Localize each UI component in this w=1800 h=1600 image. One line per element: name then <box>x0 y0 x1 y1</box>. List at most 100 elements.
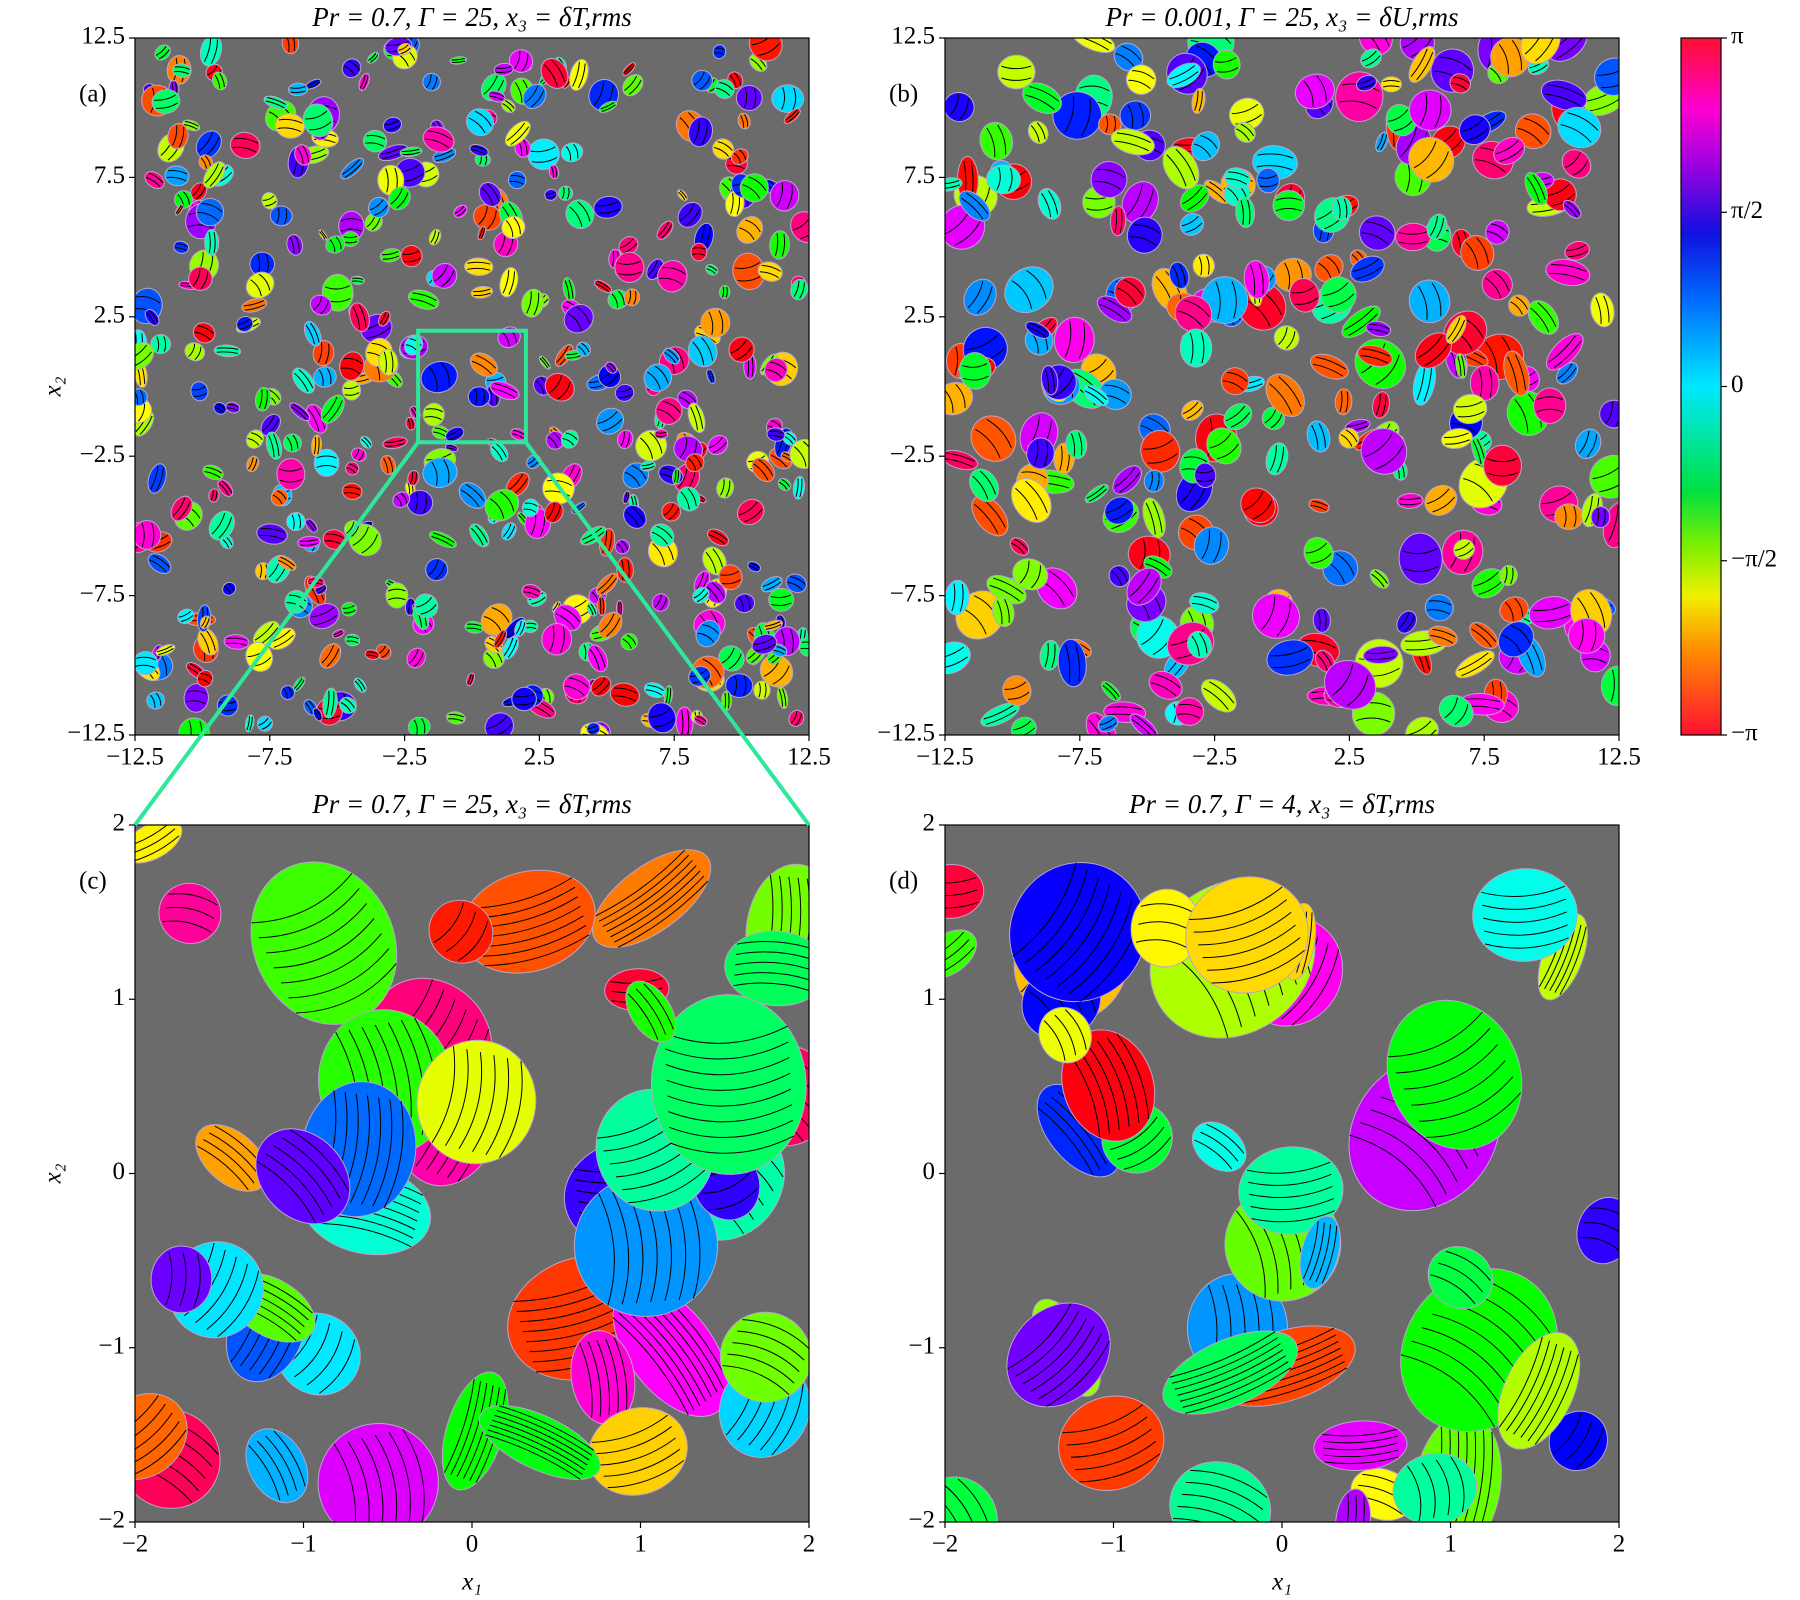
streamline <box>600 613 615 633</box>
phase-blob <box>1108 565 1131 588</box>
streamline <box>1524 117 1549 135</box>
streamline <box>718 310 724 334</box>
streamline <box>434 564 446 580</box>
phase-blob <box>788 709 805 727</box>
streamline <box>294 372 309 392</box>
streamline <box>475 524 488 543</box>
streamline <box>1360 1122 1447 1195</box>
streamline <box>1117 1126 1165 1160</box>
streamline <box>1064 320 1072 358</box>
streamline <box>1278 376 1302 408</box>
streamline <box>424 416 442 421</box>
streamline <box>799 282 805 299</box>
panel-title: Pr = 0.001, Γ = 25, x₃ = δU,rms <box>1105 2 1459 32</box>
streamline <box>1530 307 1550 333</box>
streamline <box>1012 720 1032 731</box>
phase-blob <box>1458 114 1491 146</box>
streamline <box>346 636 359 640</box>
streamline <box>448 432 463 441</box>
streamline <box>692 247 706 250</box>
x-tick-label: 12.5 <box>787 744 831 771</box>
streamline <box>1147 453 1178 464</box>
streamline <box>1536 408 1563 413</box>
streamline <box>770 454 788 468</box>
streamline <box>659 277 683 285</box>
phase-blob <box>203 161 226 189</box>
streamline <box>1036 122 1046 140</box>
streamline <box>1487 472 1518 477</box>
streamline <box>1460 355 1466 376</box>
streamline <box>374 204 388 216</box>
streamline <box>341 218 362 222</box>
streamline <box>600 101 615 110</box>
streamline <box>1399 497 1421 501</box>
streamline <box>487 183 500 202</box>
streamline <box>456 208 467 217</box>
streamline <box>1317 610 1321 631</box>
streamline <box>1344 307 1374 331</box>
streamline <box>1101 722 1117 731</box>
streamline <box>1134 715 1157 734</box>
streamline <box>218 516 233 539</box>
streamline <box>482 388 485 405</box>
streamline <box>1225 405 1246 422</box>
streamline <box>319 1339 356 1394</box>
streamline <box>546 195 557 199</box>
phase-blob <box>135 825 183 864</box>
streamline <box>628 79 642 95</box>
streamline <box>1193 596 1217 604</box>
streamline <box>1553 1413 1582 1454</box>
streamline <box>1114 208 1118 233</box>
streamline <box>281 933 382 984</box>
streamline <box>166 176 187 182</box>
streamline <box>945 1485 980 1522</box>
streamline <box>496 1410 592 1456</box>
streamline <box>666 1072 791 1091</box>
streamline <box>607 1460 685 1489</box>
phase-blob <box>467 386 491 408</box>
streamline <box>1031 565 1041 589</box>
streamline <box>693 71 705 86</box>
streamline <box>1007 1303 1072 1370</box>
panel-title: Pr = 0.7, Γ = 25, x₃ = δT,rms <box>311 2 631 32</box>
streamline <box>1046 885 1111 980</box>
streamline <box>265 200 277 207</box>
streamline <box>618 271 642 276</box>
streamline <box>786 111 800 123</box>
phase-blob <box>158 882 222 944</box>
streamline <box>259 564 262 579</box>
streamline <box>1553 340 1582 369</box>
phase-blob <box>1306 420 1331 453</box>
streamline <box>495 66 512 69</box>
phase-blob <box>1520 38 1561 65</box>
phase-blob <box>1358 215 1396 251</box>
streamline <box>1564 1420 1593 1462</box>
streamline <box>193 392 208 397</box>
streamline <box>398 44 409 51</box>
y-tick-label: −1 <box>98 1332 125 1359</box>
streamline <box>513 217 521 235</box>
streamline <box>598 411 618 424</box>
streamline <box>610 870 701 938</box>
streamline <box>1561 367 1577 383</box>
streamline <box>627 993 659 1040</box>
streamline <box>1145 563 1168 577</box>
streamline <box>1151 682 1177 697</box>
streamline <box>278 118 303 124</box>
streamline <box>694 718 705 725</box>
streamline <box>1617 507 1619 545</box>
streamline <box>216 347 239 350</box>
streamline <box>428 366 438 391</box>
streamline <box>1398 231 1428 235</box>
streamline <box>717 141 733 151</box>
phase-blob <box>751 457 775 483</box>
phase-blob <box>317 1423 439 1522</box>
streamline <box>362 75 369 90</box>
streamline <box>135 664 156 669</box>
streamline <box>1059 445 1063 471</box>
streamline <box>1315 356 1346 370</box>
streamline <box>1027 326 1047 338</box>
streamline <box>735 961 809 973</box>
streamline <box>436 153 455 162</box>
streamline <box>136 295 161 304</box>
